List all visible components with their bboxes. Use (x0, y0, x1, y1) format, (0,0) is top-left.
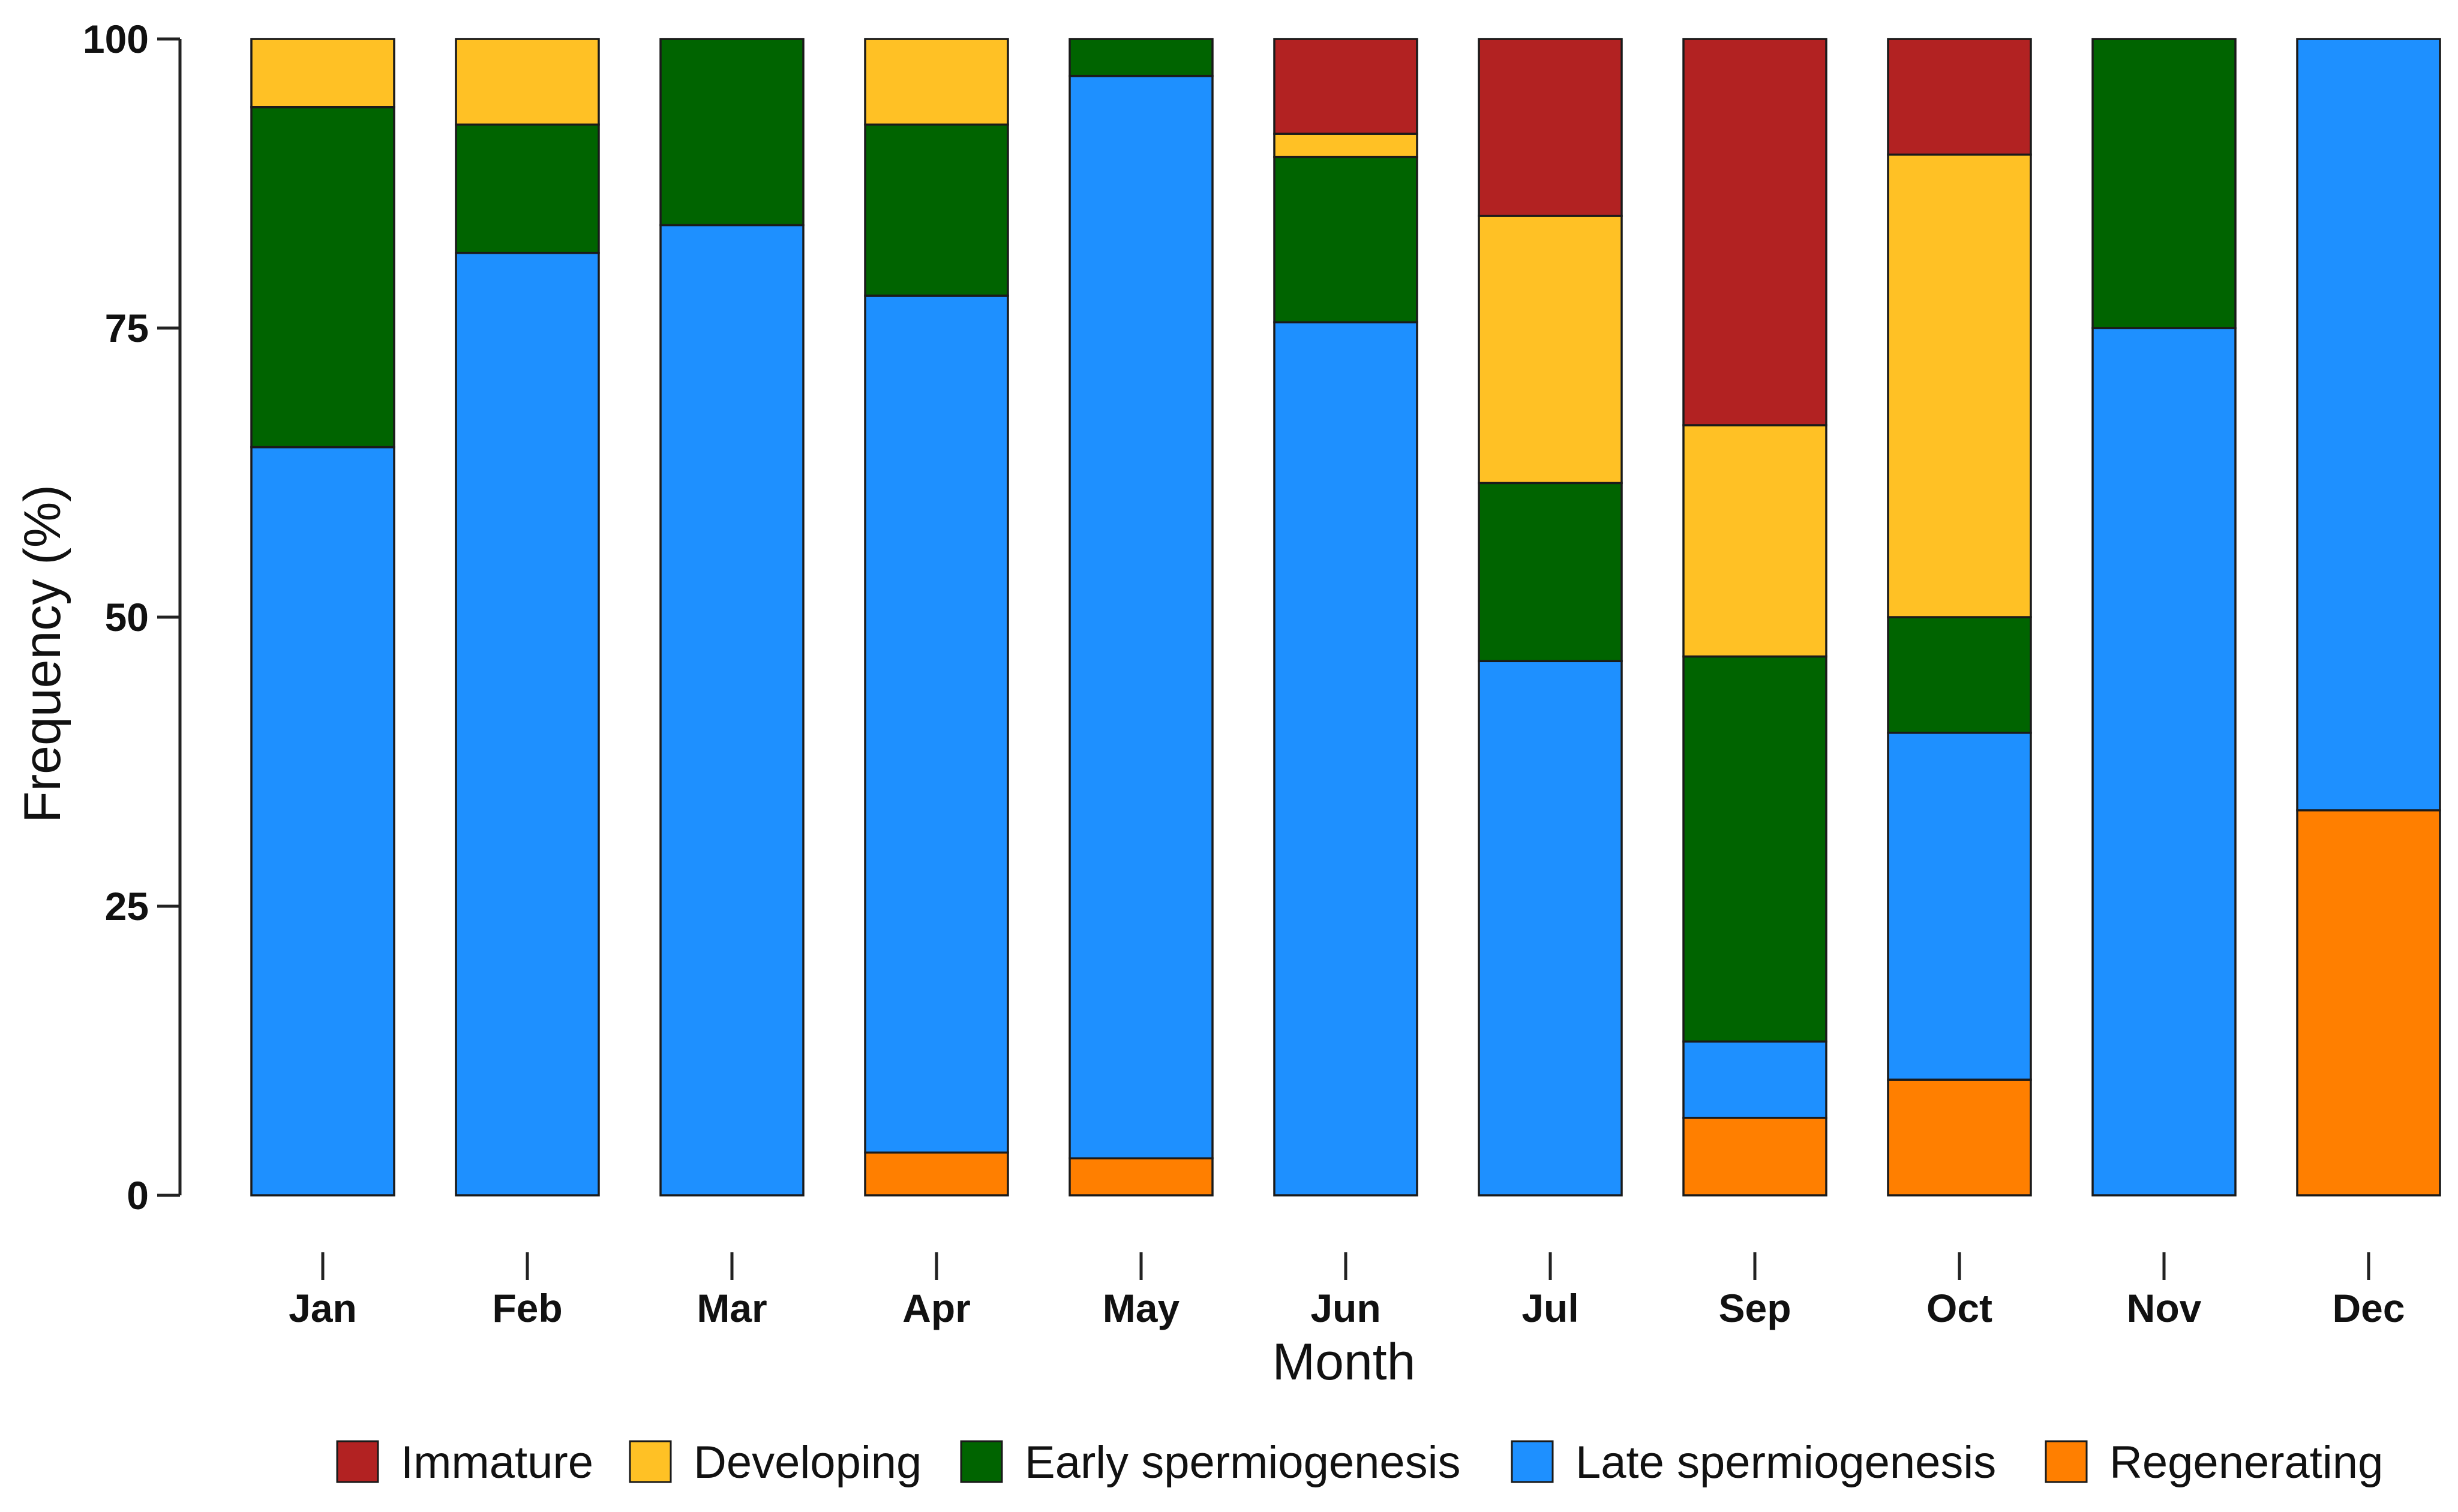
bar-segment-developing (1273, 133, 1418, 158)
bar-stack-apr (864, 38, 1009, 1197)
bar-segment-early-spermiogenesis (1682, 655, 1827, 1043)
bar-stack-sep (1682, 38, 1827, 1197)
bar-segment-late-spermiogenesis (1069, 74, 1214, 1160)
bar-segment-immature (1682, 38, 1827, 426)
legend-item-late-spermiogenesis: Late spermiogenesis (1511, 1437, 1996, 1488)
bar-stack-nov (2091, 38, 2237, 1197)
bar-stack-jun (1273, 38, 1418, 1197)
bar-segment-regenerating (1682, 1117, 1827, 1197)
legend-item-developing: Developing (629, 1437, 922, 1488)
legend-label: Developing (694, 1437, 922, 1488)
bar-stack-jan (250, 38, 395, 1197)
y-tick-label: 25 (105, 884, 149, 928)
bar-stack-feb (455, 38, 600, 1197)
legend-swatch (960, 1440, 1003, 1483)
bar-stack-may (1069, 38, 1214, 1197)
y-axis: 0 25 50 75 100 (83, 17, 182, 1218)
bar-segment-developing (1682, 424, 1827, 658)
x-axis: Jan Feb Mar Apr May Jun Jul Sep Oct Nov Dec (289, 1252, 2405, 1330)
legend-item-immature: Immature (336, 1437, 593, 1488)
legend-swatch (2045, 1440, 2088, 1483)
bar-segment-late-spermiogenesis (250, 446, 395, 1197)
x-tick-label: Apr (902, 1286, 971, 1330)
bar-segment-early-spermiogenesis (455, 123, 600, 254)
bar-segment-immature (1887, 38, 2032, 156)
legend-swatch (1511, 1440, 1554, 1483)
bar-segment-early-spermiogenesis (1887, 616, 2032, 734)
bar-segment-late-spermiogenesis (864, 294, 1009, 1154)
legend: Immature Developing Early spermiogenesis La… (336, 1437, 2383, 1488)
legend-label: Immature (401, 1437, 593, 1488)
bar-segment-late-spermiogenesis (455, 251, 600, 1197)
bar-segment-early-spermiogenesis (1069, 38, 1214, 77)
bar-segment-early-spermiogenesis (250, 106, 395, 449)
bar-segment-developing (864, 38, 1009, 126)
legend-item-regenerating: Regenerating (2045, 1437, 2383, 1488)
y-axis-title: Frequency (%) (14, 485, 71, 823)
bar-segment-immature (1273, 38, 1418, 135)
legend-label: Early spermiogenesis (1025, 1437, 1461, 1488)
bar-stack-mar (659, 38, 805, 1197)
bar-segment-regenerating (1887, 1078, 2032, 1197)
x-tick-label: Mar (697, 1286, 767, 1330)
x-tick-label: May (1103, 1286, 1180, 1330)
x-tick-label: Sep (1718, 1286, 1791, 1330)
bar-segment-early-spermiogenesis (1478, 482, 1623, 663)
x-tick-label: Jul (1521, 1286, 1578, 1330)
bar-segment-late-spermiogenesis (1682, 1040, 1827, 1119)
legend-item-early-spermiogenesis: Early spermiogenesis (960, 1437, 1461, 1488)
bar-segment-late-spermiogenesis (1273, 321, 1418, 1197)
y-tick-label: 0 (127, 1173, 149, 1218)
bar-stack-jul (1478, 38, 1623, 1197)
legend-label: Regenerating (2109, 1437, 2383, 1488)
x-axis-title: Month (1272, 1333, 1415, 1391)
bar-segment-late-spermiogenesis (1478, 660, 1623, 1197)
bar-segment-regenerating (2296, 809, 2441, 1197)
bar-segment-early-spermiogenesis (2091, 38, 2237, 329)
y-tick-label: 100 (83, 17, 149, 61)
x-tick-label: Jan (289, 1286, 357, 1330)
bar-segment-regenerating (864, 1151, 1009, 1197)
x-tick-label: Feb (492, 1286, 562, 1330)
bar-segment-late-spermiogenesis (659, 224, 805, 1197)
y-tick-label: 50 (105, 595, 149, 639)
bar-segment-regenerating (1069, 1157, 1214, 1197)
x-tick-label: Dec (2332, 1286, 2405, 1330)
legend-swatch (336, 1440, 379, 1483)
bar-stack-oct (1887, 38, 2032, 1197)
bar-segment-late-spermiogenesis (2091, 327, 2237, 1197)
bar-stack-dec (2296, 38, 2441, 1197)
legend-swatch (629, 1440, 672, 1483)
x-tick-label: Jun (1310, 1286, 1380, 1330)
bar-segment-immature (1478, 38, 1623, 217)
bar-segment-developing (250, 38, 395, 109)
bar-segment-early-spermiogenesis (1273, 155, 1418, 324)
bar-segment-developing (1478, 215, 1623, 485)
bar-segment-late-spermiogenesis (2296, 38, 2441, 811)
y-tick-label: 75 (105, 306, 149, 350)
bar-segment-late-spermiogenesis (1887, 732, 2032, 1081)
bars-area (250, 38, 2441, 1197)
x-tick-label: Oct (1926, 1286, 1992, 1330)
x-tick-label: Nov (2127, 1286, 2202, 1330)
bar-segment-early-spermiogenesis (659, 38, 805, 227)
bar-segment-developing (455, 38, 600, 126)
bar-segment-developing (1887, 154, 2032, 618)
bar-segment-early-spermiogenesis (864, 123, 1009, 297)
legend-label: Late spermiogenesis (1575, 1437, 1996, 1488)
